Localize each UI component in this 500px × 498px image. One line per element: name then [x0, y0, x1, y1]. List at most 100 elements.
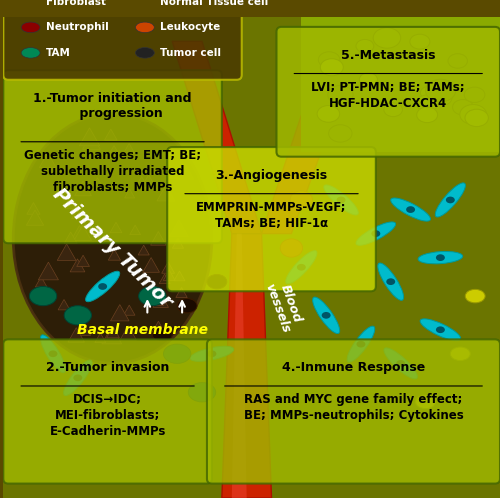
Ellipse shape: [448, 54, 468, 68]
Ellipse shape: [286, 250, 317, 284]
Ellipse shape: [416, 395, 436, 408]
Ellipse shape: [465, 289, 485, 303]
Ellipse shape: [188, 382, 216, 402]
Ellipse shape: [312, 297, 340, 334]
Ellipse shape: [372, 230, 380, 237]
Ellipse shape: [386, 278, 395, 285]
Text: Tumor cell: Tumor cell: [160, 48, 221, 58]
Polygon shape: [262, 41, 361, 234]
Polygon shape: [140, 175, 156, 189]
Ellipse shape: [384, 348, 418, 379]
Text: RAS and MYC gene family effect;
BE; MMPs-neutrophils; Cytokines: RAS and MYC gene family effect; BE; MMPs…: [244, 393, 464, 422]
FancyBboxPatch shape: [4, 339, 212, 484]
Text: 5.-Metastasis: 5.-Metastasis: [341, 48, 436, 62]
Polygon shape: [170, 168, 181, 178]
Ellipse shape: [396, 360, 405, 367]
Ellipse shape: [446, 197, 455, 203]
Polygon shape: [108, 249, 120, 260]
FancyBboxPatch shape: [4, 70, 222, 243]
Text: 1.-Tumor initiation and
    progression: 1.-Tumor initiation and progression: [34, 92, 192, 120]
Ellipse shape: [347, 326, 375, 362]
Ellipse shape: [356, 341, 366, 348]
Text: TAM: TAM: [46, 48, 70, 58]
Ellipse shape: [136, 22, 154, 33]
Text: Normal Tissue cell: Normal Tissue cell: [160, 0, 268, 7]
Ellipse shape: [177, 298, 197, 313]
Polygon shape: [162, 262, 174, 273]
Polygon shape: [27, 203, 40, 214]
Ellipse shape: [336, 197, 345, 203]
Ellipse shape: [452, 100, 473, 115]
Ellipse shape: [356, 39, 374, 53]
Text: 2.-Tumor invasion: 2.-Tumor invasion: [46, 361, 170, 374]
Ellipse shape: [328, 86, 353, 104]
Ellipse shape: [322, 312, 330, 319]
FancyBboxPatch shape: [4, 0, 242, 80]
Polygon shape: [38, 262, 58, 280]
Ellipse shape: [86, 271, 119, 302]
Polygon shape: [143, 257, 160, 272]
Ellipse shape: [460, 105, 486, 124]
Polygon shape: [72, 226, 87, 238]
Polygon shape: [172, 41, 262, 234]
Ellipse shape: [324, 185, 358, 215]
Polygon shape: [157, 185, 175, 201]
Polygon shape: [26, 210, 44, 225]
Polygon shape: [124, 143, 134, 153]
Ellipse shape: [436, 183, 466, 217]
Polygon shape: [130, 225, 140, 235]
Ellipse shape: [164, 344, 191, 364]
Text: LVI; PT-PMN; BE; TAMs;
HGF-HDAC-CXCR4: LVI; PT-PMN; BE; TAMs; HGF-HDAC-CXCR4: [312, 81, 465, 110]
Ellipse shape: [416, 107, 438, 123]
Ellipse shape: [420, 319, 461, 341]
Polygon shape: [159, 274, 170, 283]
Text: 3.-Angiogenesis: 3.-Angiogenesis: [216, 169, 328, 182]
Polygon shape: [150, 232, 166, 245]
Ellipse shape: [430, 90, 452, 106]
Ellipse shape: [21, 0, 40, 7]
Polygon shape: [78, 324, 90, 335]
Polygon shape: [106, 327, 120, 338]
Polygon shape: [154, 297, 164, 306]
Polygon shape: [232, 234, 246, 498]
Polygon shape: [58, 244, 76, 260]
Polygon shape: [82, 133, 100, 149]
Polygon shape: [176, 287, 187, 297]
Ellipse shape: [320, 59, 344, 76]
Text: EMMPRIN-MMPs-VEGF;
TAMs; BE; HIF-1α: EMMPRIN-MMPs-VEGF; TAMs; BE; HIF-1α: [196, 201, 347, 230]
Ellipse shape: [436, 254, 445, 261]
Text: Leukocyte: Leukocyte: [160, 22, 220, 32]
Text: Primary Tumor: Primary Tumor: [49, 185, 176, 311]
Polygon shape: [110, 222, 122, 233]
Ellipse shape: [328, 124, 352, 142]
Ellipse shape: [21, 47, 40, 58]
Polygon shape: [152, 321, 166, 333]
Ellipse shape: [406, 206, 415, 213]
Polygon shape: [65, 197, 78, 209]
Ellipse shape: [138, 286, 166, 306]
Polygon shape: [102, 327, 122, 344]
Ellipse shape: [384, 103, 402, 117]
Ellipse shape: [390, 198, 430, 221]
Polygon shape: [174, 271, 185, 281]
Polygon shape: [74, 181, 92, 196]
FancyBboxPatch shape: [207, 339, 500, 484]
Ellipse shape: [74, 374, 82, 381]
FancyBboxPatch shape: [276, 27, 500, 157]
Ellipse shape: [450, 347, 470, 361]
Ellipse shape: [464, 87, 485, 103]
Text: Neutrophil: Neutrophil: [46, 22, 108, 32]
Polygon shape: [58, 299, 70, 310]
Polygon shape: [36, 277, 47, 287]
Polygon shape: [164, 270, 175, 280]
Ellipse shape: [373, 28, 400, 48]
Text: Fibroblast: Fibroblast: [46, 0, 106, 7]
Text: DCIS→IDC;
MEI-fibroblasts;
E-Cadherin-MMPs: DCIS→IDC; MEI-fibroblasts; E-Cadherin-MM…: [50, 393, 166, 438]
Polygon shape: [153, 294, 168, 307]
Ellipse shape: [40, 335, 66, 373]
Polygon shape: [170, 220, 188, 237]
Ellipse shape: [207, 274, 227, 289]
Ellipse shape: [152, 327, 172, 342]
Polygon shape: [108, 145, 120, 156]
Ellipse shape: [360, 73, 378, 86]
